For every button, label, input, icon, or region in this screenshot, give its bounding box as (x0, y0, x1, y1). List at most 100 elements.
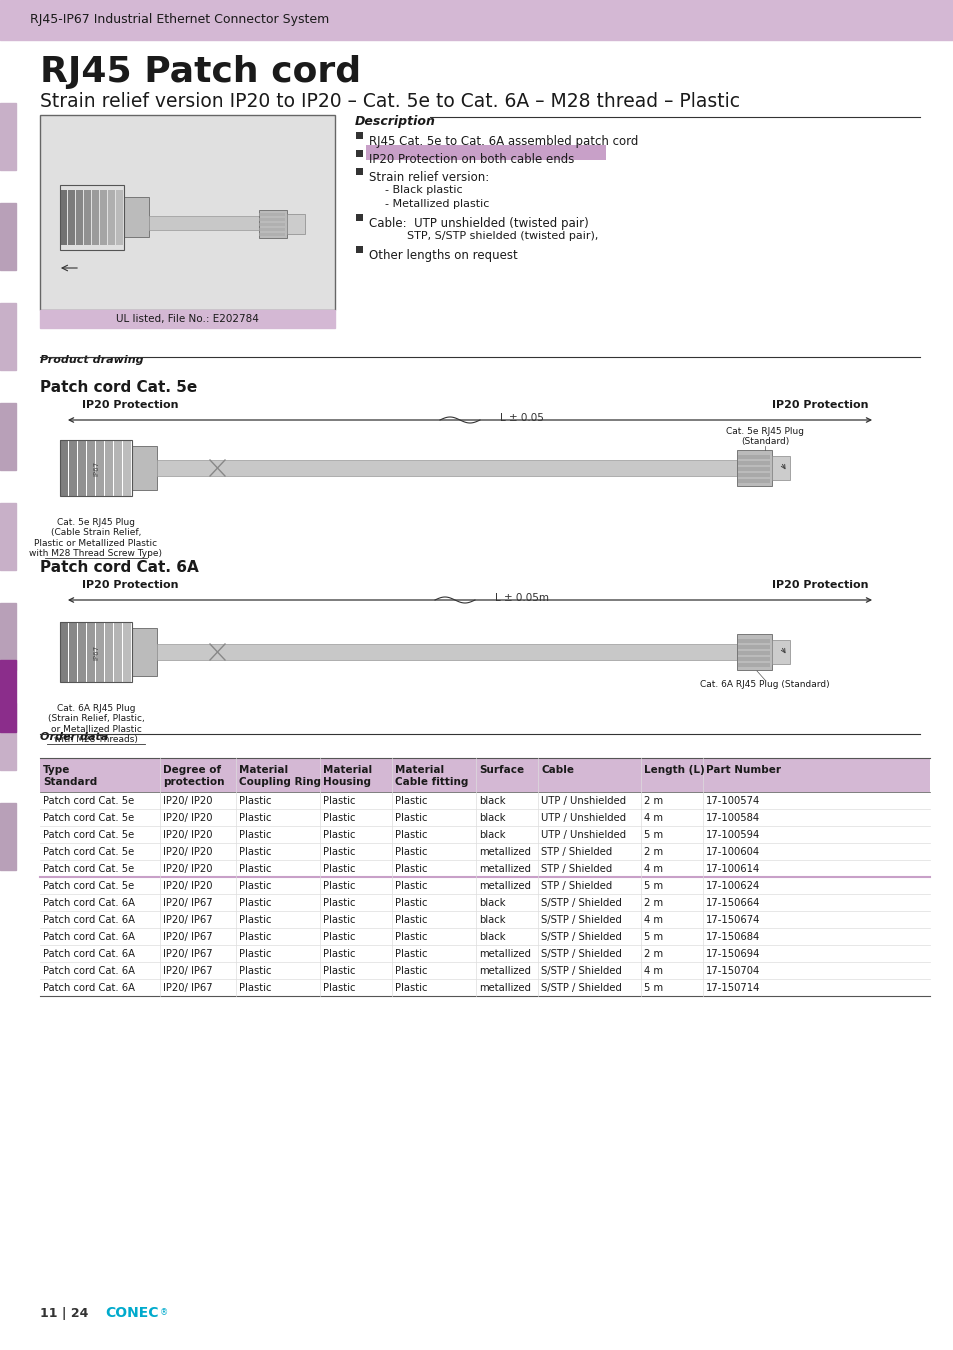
Text: Product drawing: Product drawing (40, 355, 144, 364)
Bar (355, 246, 363, 252)
Text: IP20/ IP20: IP20/ IP20 (163, 846, 213, 857)
Bar (40, 979, 929, 996)
Text: IP67: IP67 (92, 460, 99, 475)
Text: STP / Shielded: STP / Shielded (541, 864, 612, 873)
Bar (40, 757, 929, 792)
Text: IP20/ IP67: IP20/ IP67 (163, 931, 213, 942)
Bar (40, 310, 335, 328)
Bar (69, 440, 77, 495)
Text: IP20/ IP67: IP20/ IP67 (163, 949, 213, 958)
Bar (40, 945, 929, 963)
Bar (355, 215, 363, 221)
Text: protection: protection (163, 778, 224, 787)
Bar (84, 190, 91, 244)
Bar (60, 622, 68, 682)
Text: Plastic: Plastic (395, 949, 427, 958)
Text: IP20/ IP20: IP20/ IP20 (163, 864, 213, 873)
Bar (78, 622, 86, 682)
Text: Cat. 5e RJ45 Plug
(Standard): Cat. 5e RJ45 Plug (Standard) (725, 427, 803, 446)
Text: black: black (478, 931, 505, 942)
Text: ®: ® (160, 1308, 168, 1318)
Bar (60, 622, 132, 682)
Text: Plastic: Plastic (238, 882, 271, 891)
Text: Strain relief version:: Strain relief version: (369, 171, 489, 184)
Text: IP20 Protection: IP20 Protection (82, 400, 178, 410)
Text: Patch cord Cat. 5e: Patch cord Cat. 5e (43, 813, 134, 823)
Bar (40, 826, 929, 842)
Text: Patch cord Cat. 6A: Patch cord Cat. 6A (40, 560, 198, 575)
Bar (738, 663, 769, 667)
Text: Housing: Housing (323, 778, 371, 787)
Text: Material: Material (323, 765, 372, 775)
Text: metallized: metallized (478, 967, 531, 976)
Bar (355, 167, 363, 176)
Bar (108, 190, 115, 244)
Text: IP20/ IP67: IP20/ IP67 (163, 898, 213, 909)
Text: Other lengths on request: Other lengths on request (369, 248, 517, 262)
Text: Description: Description (355, 115, 436, 128)
Text: Plastic: Plastic (238, 830, 271, 840)
Text: 11 | 24: 11 | 24 (40, 1307, 89, 1320)
Text: Plastic: Plastic (323, 882, 355, 891)
Text: Plastic: Plastic (238, 813, 271, 823)
Text: Patch cord Cat. 6A: Patch cord Cat. 6A (43, 967, 135, 976)
Bar (105, 440, 112, 495)
Text: Coupling Ring: Coupling Ring (238, 778, 320, 787)
Bar (258, 228, 285, 231)
Text: Plastic: Plastic (238, 864, 271, 873)
Text: CONEC: CONEC (105, 1305, 158, 1320)
Text: Patch cord Cat. 5e: Patch cord Cat. 5e (43, 882, 134, 891)
Text: Part Number: Part Number (705, 765, 781, 775)
Text: Plastic: Plastic (238, 949, 271, 958)
Bar (738, 467, 769, 471)
Bar (258, 217, 285, 221)
Text: Standard: Standard (43, 778, 97, 787)
Text: Plastic: Plastic (323, 967, 355, 976)
Bar (132, 628, 157, 676)
Text: metallized: metallized (478, 846, 531, 857)
Text: black: black (478, 898, 505, 909)
Text: Patch cord Cat. 6A: Patch cord Cat. 6A (43, 949, 135, 958)
Text: Plastic: Plastic (238, 983, 271, 994)
Text: Plastic: Plastic (238, 931, 271, 942)
Text: 5 m: 5 m (643, 931, 662, 942)
Text: RJ45-IP67 Industrial Ethernet Connector System: RJ45-IP67 Industrial Ethernet Connector … (30, 14, 329, 27)
Text: 17-100624: 17-100624 (705, 882, 760, 891)
Bar (0, 202, 16, 270)
Text: black: black (478, 796, 505, 806)
Bar (60, 440, 68, 495)
Text: 17-100614: 17-100614 (705, 864, 760, 873)
Text: UTP / Unshielded: UTP / Unshielded (541, 796, 626, 806)
Text: Length (L): Length (L) (643, 765, 703, 775)
Bar (76, 190, 83, 244)
Text: Cat. 6A RJ45 Plug
(Strain Relief, Plastic,
or Metallized Plastic
with M28 Thread: Cat. 6A RJ45 Plug (Strain Relief, Plasti… (48, 703, 144, 744)
Text: Cable fitting: Cable fitting (395, 778, 467, 787)
Text: L ± 0.05: L ± 0.05 (499, 413, 543, 423)
Text: Cable:  UTP unshielded (twisted pair): Cable: UTP unshielded (twisted pair) (369, 217, 588, 230)
Text: S/STP / Shielded: S/STP / Shielded (541, 949, 621, 958)
Text: IP20 Protection: IP20 Protection (771, 400, 867, 410)
Text: 17-100574: 17-100574 (705, 796, 760, 806)
Text: UTP / Unshielded: UTP / Unshielded (541, 830, 626, 840)
Bar (60, 185, 124, 250)
Bar (738, 472, 769, 477)
Text: Patch cord Cat. 5e: Patch cord Cat. 5e (43, 846, 134, 857)
Text: IP20/ IP20: IP20/ IP20 (163, 830, 213, 840)
Bar (0, 603, 16, 670)
Text: Plastic: Plastic (323, 915, 355, 925)
Text: Plastic: Plastic (395, 931, 427, 942)
Text: Degree of: Degree of (163, 765, 221, 775)
Text: 4 m: 4 m (643, 813, 662, 823)
Text: metallized: metallized (478, 949, 531, 958)
Text: 17-150664: 17-150664 (705, 898, 760, 909)
Text: 4 m: 4 m (643, 915, 662, 925)
Text: Plastic: Plastic (395, 864, 427, 873)
Text: IP20 Protection: IP20 Protection (771, 580, 867, 590)
Text: Patch cord Cat. 6A: Patch cord Cat. 6A (43, 898, 135, 909)
Bar (287, 215, 305, 234)
Text: 5 m: 5 m (643, 830, 662, 840)
Text: Plastic: Plastic (395, 983, 427, 994)
Text: Plastic: Plastic (323, 898, 355, 909)
Text: Plastic: Plastic (238, 967, 271, 976)
Bar (0, 703, 16, 769)
